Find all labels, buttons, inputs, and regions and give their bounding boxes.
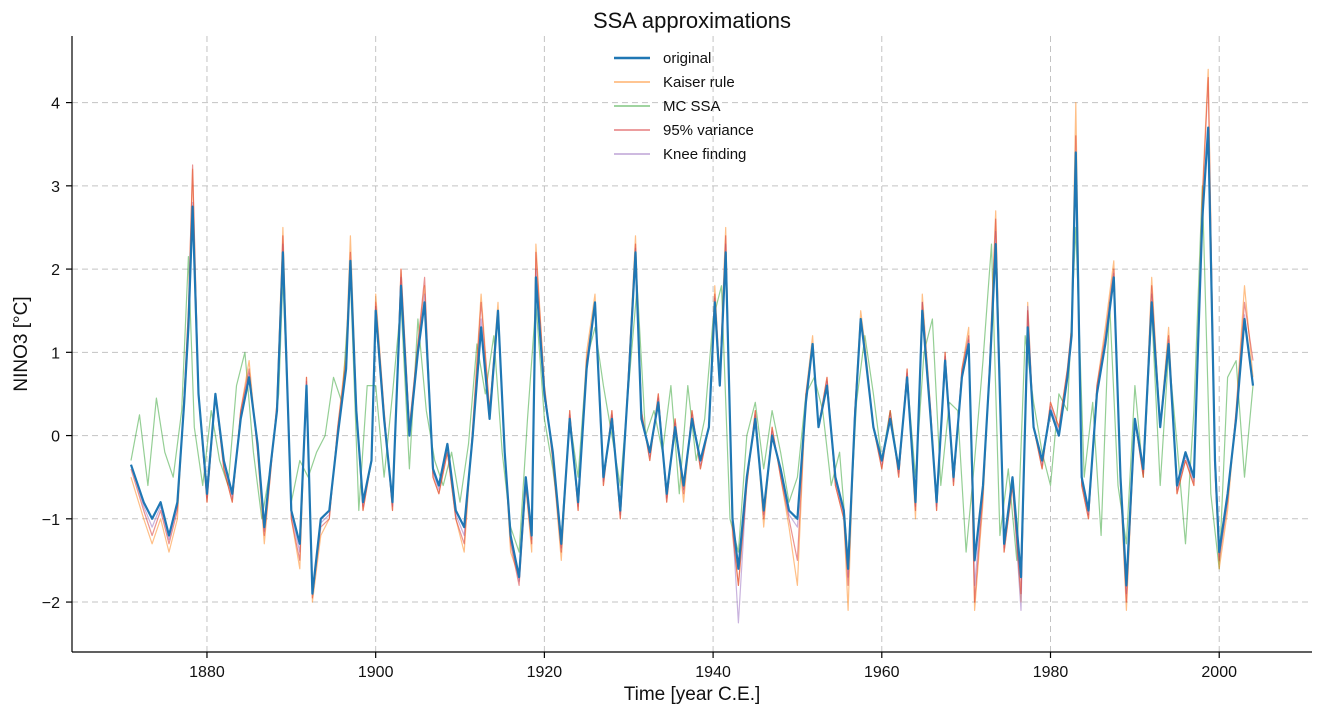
x-tick-label: 1940 — [695, 664, 731, 681]
legend-label-kaiser-rule: Kaiser rule — [663, 74, 735, 91]
chart-title: SSA approximations — [593, 8, 791, 33]
x-axis-label: Time [year C.E.] — [624, 684, 761, 705]
y-tick-label: 2 — [51, 262, 60, 279]
x-ticks: 1880 1900 1920 1940 1960 1980 2000 — [189, 652, 1237, 681]
y-axis-label: NINO3 [°C] — [11, 296, 32, 391]
y-tick-label: −1 — [42, 512, 60, 529]
legend-label-95-variance: 95% variance — [663, 122, 754, 139]
x-tick-label: 1900 — [358, 664, 394, 681]
series-line-original — [129, 126, 1255, 595]
series-line-knee-finding — [130, 126, 1254, 624]
y-tick-label: 0 — [51, 429, 60, 446]
axes — [71, 36, 1312, 653]
x-tick-label: 1920 — [527, 664, 563, 681]
series-layer — [129, 68, 1255, 624]
x-tick-label: 1980 — [1033, 664, 1069, 681]
y-tick-label: 1 — [51, 345, 60, 362]
x-tick-label: 1880 — [189, 664, 225, 681]
y-tick-label: 4 — [51, 96, 60, 113]
legend-label-original: original — [663, 50, 711, 67]
y-tick-label: 3 — [51, 179, 60, 196]
legend: original Kaiser rule MC SSA 95% variance Kne… — [614, 50, 754, 163]
y-tick-label: −2 — [42, 595, 60, 612]
y-ticks: −2 −1 0 1 2 3 4 — [42, 96, 72, 612]
legend-label-mc-ssa: MC SSA — [663, 98, 721, 115]
legend-label-knee-finding: Knee finding — [663, 146, 746, 163]
x-tick-label: 2000 — [1201, 664, 1237, 681]
x-tick-label: 1960 — [864, 664, 900, 681]
series-line-mc-ssa — [130, 185, 1254, 570]
